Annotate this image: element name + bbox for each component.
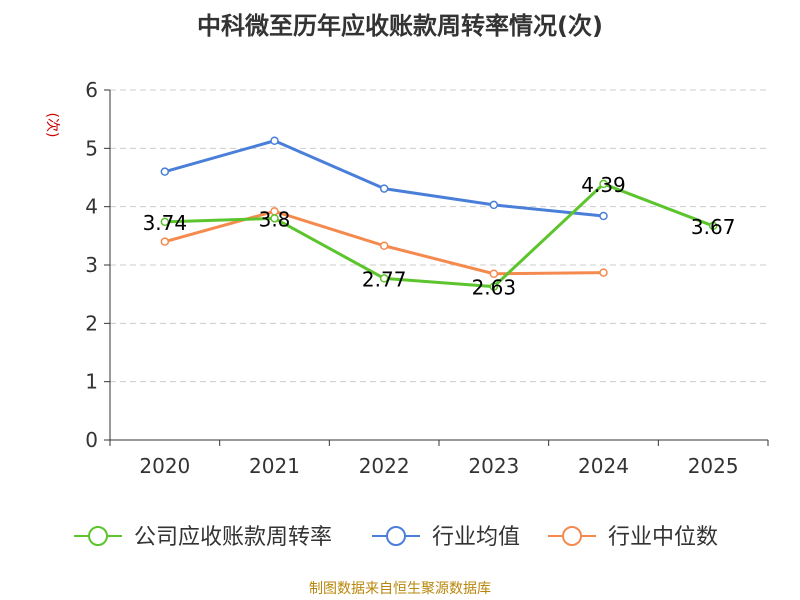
series-layer bbox=[160, 136, 718, 291]
source-note: 制图数据来自恒生聚源数据库 bbox=[309, 581, 491, 597]
data-point bbox=[270, 214, 279, 223]
data-label: 2.77 bbox=[362, 267, 407, 291]
data-point bbox=[708, 221, 718, 231]
chart-title: 中科微至历年应收账款周转率情况(次) bbox=[197, 12, 603, 40]
data-label: 4.39 bbox=[581, 173, 626, 197]
data-label: 3.74 bbox=[143, 211, 188, 235]
x-tick-label: 2023 bbox=[468, 454, 519, 478]
data-point bbox=[379, 184, 389, 193]
data-label-layer: 3.74 3.8 2.77 2.63 4.39 3.67 bbox=[143, 173, 736, 300]
legend-marker bbox=[386, 526, 406, 546]
data-point bbox=[489, 269, 499, 278]
x-tick-label: 2021 bbox=[249, 454, 300, 478]
data-point bbox=[599, 211, 608, 221]
data-point bbox=[160, 167, 170, 176]
data-point bbox=[599, 268, 608, 277]
legend-marker bbox=[562, 526, 582, 546]
x-tick-label: 2025 bbox=[688, 454, 739, 478]
data-label: 3.8 bbox=[259, 207, 291, 231]
y-tick-label: 0 bbox=[85, 428, 98, 452]
y-tick-label: 3 bbox=[85, 253, 98, 277]
legend: 公司应收账款周转率 行业均值 行业中位数 bbox=[74, 525, 718, 550]
data-point bbox=[489, 200, 499, 210]
data-point bbox=[379, 274, 389, 283]
y-tick-label: 2 bbox=[85, 311, 98, 335]
data-point bbox=[379, 241, 389, 250]
series-line bbox=[164, 139, 604, 218]
y-axis-label: (次) bbox=[44, 113, 60, 138]
x-tick-label: 2020 bbox=[139, 454, 190, 478]
data-point bbox=[599, 179, 608, 189]
y-tick-label: 5 bbox=[85, 136, 98, 160]
data-point bbox=[160, 217, 170, 227]
data-label: 2.63 bbox=[472, 276, 517, 300]
data-label: 3.67 bbox=[691, 215, 736, 239]
data-point bbox=[160, 237, 170, 246]
y-tick-label: 6 bbox=[85, 78, 98, 102]
axis-layer: 0 1 2 3 4 5 6 2020 2021 2022 2023 2024 2025 (次) bbox=[44, 78, 769, 478]
y-tick-label: 1 bbox=[85, 370, 98, 394]
y-tick-label: 4 bbox=[85, 195, 98, 219]
grid-layer bbox=[110, 89, 768, 383]
data-point bbox=[270, 136, 279, 145]
legend-label: 公司应收账款周转率 bbox=[134, 525, 332, 550]
legend-label: 行业均值 bbox=[432, 525, 520, 550]
series-line bbox=[164, 182, 714, 289]
data-point bbox=[489, 282, 499, 291]
legend-label: 行业中位数 bbox=[608, 525, 718, 550]
x-tick-label: 2022 bbox=[359, 454, 410, 478]
x-tick-label: 2024 bbox=[578, 454, 629, 478]
legend-marker bbox=[88, 526, 108, 546]
